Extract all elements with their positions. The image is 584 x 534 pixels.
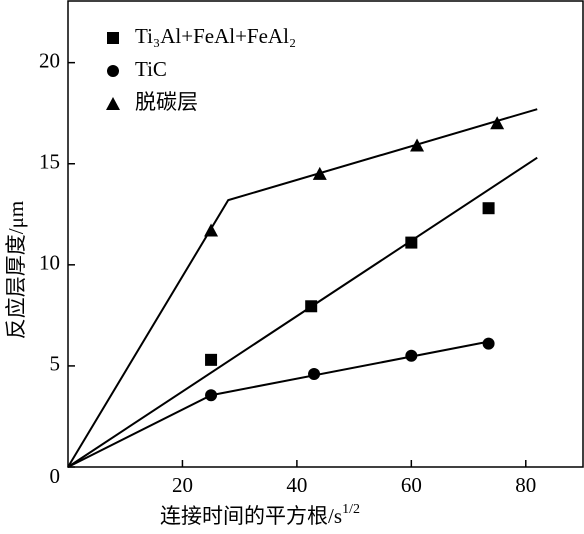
x-axis-label: 连接时间的平方根/s1/2 bbox=[160, 502, 360, 528]
fit-line bbox=[67, 108, 538, 468]
triangle-marker bbox=[204, 223, 219, 237]
circle-marker bbox=[405, 349, 418, 362]
legend-label: Ti₃Al+FeAl+FeAl₂ bbox=[135, 24, 296, 48]
legend-marker bbox=[106, 97, 120, 110]
triangle-marker bbox=[490, 116, 505, 130]
circle-marker bbox=[482, 337, 495, 350]
y-tick-label: 0 bbox=[50, 464, 61, 488]
square-marker bbox=[305, 300, 318, 313]
legend-label: TiC bbox=[135, 57, 167, 81]
legend-marker bbox=[107, 65, 119, 77]
x-tick-label: 20 bbox=[172, 473, 193, 497]
x-tick-label: 60 bbox=[401, 473, 422, 497]
x-axis-label-exponent: 1/2 bbox=[342, 502, 360, 517]
square-marker bbox=[405, 236, 418, 249]
x-tick-label: 80 bbox=[515, 473, 536, 497]
y-tick-label: 20 bbox=[39, 48, 60, 72]
legend-label: 脱碳层 bbox=[135, 90, 198, 114]
plot-frame bbox=[67, 0, 584, 468]
y-tick-label: 5 bbox=[50, 352, 61, 376]
y-tick-label: 15 bbox=[39, 150, 60, 174]
triangle-marker bbox=[312, 166, 327, 180]
triangle-marker bbox=[410, 138, 425, 152]
x-axis-label-text: 连接时间的平方根/s bbox=[160, 504, 342, 528]
y-tick-label: 10 bbox=[39, 251, 60, 275]
legend-marker bbox=[107, 32, 119, 44]
fit-line bbox=[67, 156, 538, 468]
y-axis-label: 反应层厚度/μm bbox=[4, 201, 28, 339]
square-marker bbox=[482, 202, 495, 215]
circle-marker bbox=[308, 368, 321, 380]
square-marker bbox=[205, 353, 218, 366]
circle-marker bbox=[205, 389, 218, 402]
x-tick-label: 40 bbox=[286, 473, 307, 497]
